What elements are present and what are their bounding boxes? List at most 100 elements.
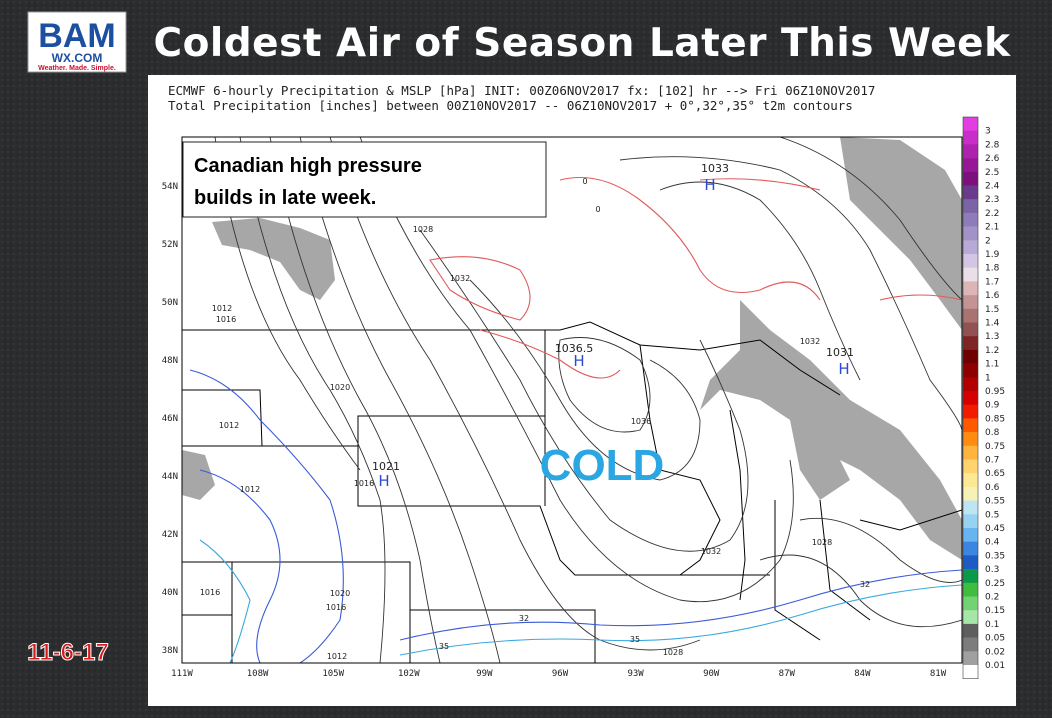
- contour-label: 1016: [354, 479, 374, 488]
- lat-label: 44N: [162, 472, 178, 482]
- cold-label: COLD: [540, 441, 665, 490]
- colorbar-label: 1.4: [985, 319, 1000, 329]
- isobar: [239, 137, 386, 663]
- colorbar-label: 1.1: [985, 360, 999, 370]
- plot-frame: [181, 136, 963, 664]
- contour-label: 1028: [663, 648, 683, 657]
- border: [182, 330, 546, 447]
- t2m-contours: [189, 177, 962, 663]
- colorbar-label: 2: [985, 236, 991, 246]
- logo-site: WX.COM: [52, 51, 103, 65]
- colorbar-swatch: [963, 418, 978, 433]
- annotation-text: Canadian high pressure: [194, 155, 422, 177]
- colorbar-swatch: [963, 486, 978, 501]
- colorbar-label: 1.2: [985, 346, 999, 356]
- lat-label: 40N: [162, 588, 178, 598]
- colorbar-label: 0.85: [985, 414, 1005, 424]
- contour-label: 1016: [200, 588, 220, 597]
- contour-label: 1032: [450, 274, 470, 283]
- colorbar-swatch: [963, 391, 978, 405]
- annotation-box: [182, 141, 547, 218]
- lat-label: 50N: [162, 298, 178, 308]
- colorbar-swatch: [963, 665, 978, 679]
- isobar: [359, 137, 794, 603]
- lon-label: 93W: [627, 669, 644, 679]
- isobar: [799, 517, 962, 583]
- lon-label: 99W: [476, 669, 493, 679]
- colorbar-label: 1.5: [985, 305, 999, 315]
- colorbar-swatch: [963, 528, 978, 542]
- colorbar-swatch: [963, 377, 978, 392]
- colorbar-label: 0.1: [985, 620, 999, 630]
- colorbar-label: 1.8: [985, 264, 1000, 274]
- colorbar-label: 0.15: [985, 606, 1005, 616]
- colorbar-swatch: [963, 541, 978, 556]
- contour-label: 0: [582, 177, 587, 186]
- colorbar-label: 0.35: [985, 551, 1005, 561]
- high-symbol: H: [838, 360, 849, 378]
- colorbar-label: 0.4: [985, 538, 1000, 548]
- border: [639, 344, 721, 576]
- colorbar-swatch: [963, 158, 978, 173]
- colorbar-swatch: [963, 651, 978, 666]
- high-value: 1036.5: [555, 342, 594, 355]
- lon-label: 81W: [930, 669, 947, 679]
- contour-label: 1012: [219, 421, 239, 430]
- colorbar-swatch: [963, 500, 978, 515]
- contour-label: 1016: [326, 603, 346, 612]
- colorbar-swatch: [963, 432, 978, 447]
- high-value: 1021: [372, 460, 400, 473]
- border: [774, 500, 821, 641]
- contour-label: 1016: [216, 315, 236, 324]
- colorbar-swatch: [963, 185, 978, 200]
- isobars: [214, 137, 962, 663]
- colorbar-label: 0.01: [985, 661, 1005, 671]
- colorbar-label: 3: [985, 127, 991, 137]
- precip-area: [212, 218, 335, 300]
- colorbar-swatch: [963, 582, 978, 597]
- colorbar-swatch: [963, 514, 978, 529]
- colorbar-swatch: [963, 569, 978, 584]
- zero-contour: [429, 256, 531, 321]
- colorbar-swatch: [963, 171, 978, 186]
- border: [182, 389, 263, 447]
- 35-contour: [199, 539, 251, 663]
- isobar: [558, 337, 651, 433]
- colorbar-label: 2.5: [985, 168, 999, 178]
- freezing-contour: [199, 469, 281, 663]
- lat-label: 52N: [162, 240, 178, 250]
- zero-contour: [559, 177, 821, 301]
- colorbar-label: 0.9: [985, 401, 1000, 411]
- zero-contour: [879, 294, 962, 301]
- zero-contour: [479, 329, 621, 379]
- colorbar-swatch: [963, 445, 978, 460]
- high-symbol: H: [378, 472, 389, 490]
- contour-label: 1036: [631, 417, 651, 426]
- contour-label: 32: [860, 580, 870, 589]
- colorbar-label: 0.65: [985, 469, 1005, 479]
- lon-label: 105W: [322, 669, 344, 679]
- contour-label: 1020: [330, 383, 350, 392]
- isobar: [269, 137, 441, 663]
- lat-label: 48N: [162, 356, 178, 366]
- colorbar-swatch: [963, 267, 978, 282]
- colorbar-label: 0.75: [985, 442, 1005, 452]
- colorbar-label: 2.6: [985, 154, 1000, 164]
- map-header: ECMWF 6-hourly Precipitation & MSLP [hPa…: [168, 83, 875, 98]
- colorbar-swatch: [963, 226, 978, 241]
- colorbar-swatch: [963, 363, 978, 378]
- lon-label: 111W: [171, 669, 193, 679]
- colorbar-label: 0.02: [985, 647, 1005, 657]
- contour-label: 1032: [701, 547, 721, 556]
- colorbar-label: 0.25: [985, 579, 1005, 589]
- lon-label: 90W: [703, 669, 720, 679]
- colorbar-label: 0.05: [985, 634, 1005, 644]
- colorbar-swatch: [963, 555, 978, 570]
- colorbar-label: 1.9: [985, 250, 1000, 260]
- logo-tagline: Weather. Made. Simple.: [38, 65, 116, 72]
- borders: [182, 321, 962, 663]
- isobar: [469, 279, 701, 481]
- isobar: [299, 137, 501, 663]
- colorbar-label: 0.95: [985, 387, 1005, 397]
- contour-label: 35: [439, 642, 449, 651]
